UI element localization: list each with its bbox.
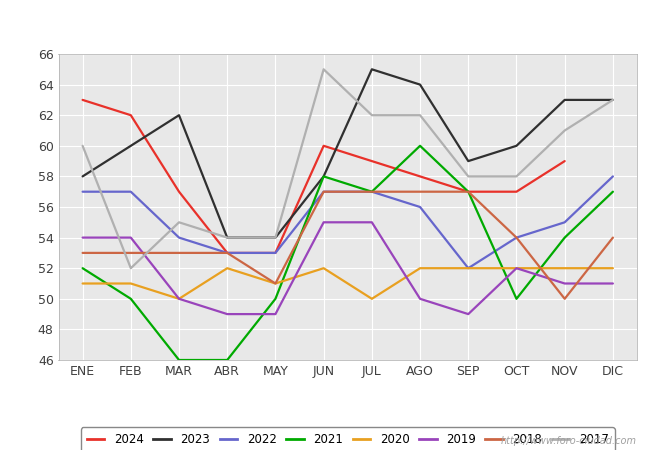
Text: http://www.foro-ciudad.com: http://www.foro-ciudad.com — [501, 436, 637, 446]
Text: Afiliados en Villaflores a 30/11/2024: Afiliados en Villaflores a 30/11/2024 — [162, 11, 488, 29]
Legend: 2024, 2023, 2022, 2021, 2020, 2019, 2018, 2017: 2024, 2023, 2022, 2021, 2020, 2019, 2018… — [81, 427, 615, 450]
